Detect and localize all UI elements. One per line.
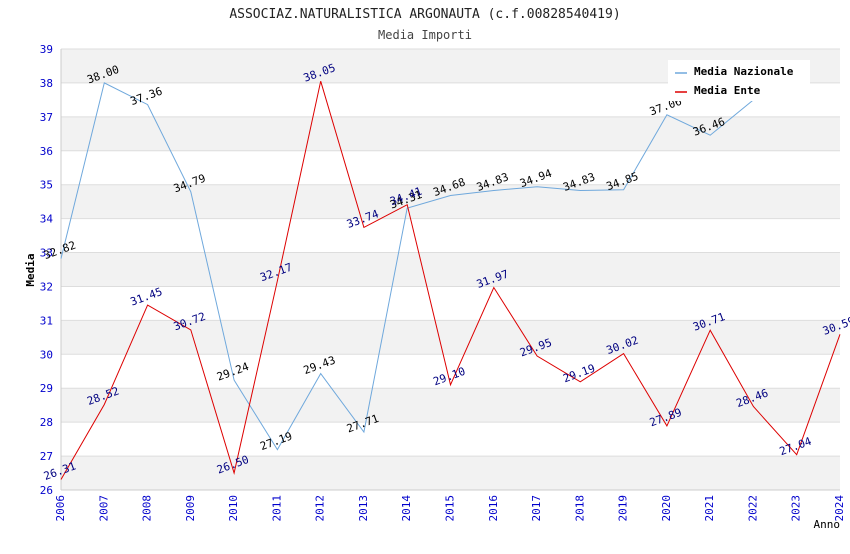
x-tick-label: 2024 xyxy=(833,495,846,522)
series-line-media-ente xyxy=(60,81,841,480)
data-point-media-nazionale xyxy=(319,372,322,375)
y-tick-label: 29 xyxy=(40,382,53,395)
data-point-media-nazionale xyxy=(449,194,452,197)
x-axis-label: Anno xyxy=(814,518,841,531)
y-tick-label: 33 xyxy=(40,247,53,260)
y-tick-label: 35 xyxy=(40,179,53,192)
y-tick-label: 37 xyxy=(40,111,53,124)
data-point-media-ente xyxy=(665,424,668,427)
x-tick-label: 2021 xyxy=(703,495,716,522)
data-point-media-ente xyxy=(795,453,798,456)
y-tick-label: 27 xyxy=(40,450,53,463)
x-tick-label: 2013 xyxy=(357,495,370,522)
chart-subtitle: Media Importi xyxy=(378,28,472,42)
y-tick-label: 39 xyxy=(40,43,53,56)
grid-band xyxy=(61,116,840,151)
data-point-media-nazionale xyxy=(276,448,279,451)
y-tick-label: 28 xyxy=(40,416,53,429)
axes xyxy=(60,49,840,491)
legend-label-media-ente: Media Ente xyxy=(694,84,761,97)
x-axis-ticks: 2006 2007 2008 2009 2010 2011 2012 2013 2014 2015… xyxy=(54,495,846,522)
grid-band xyxy=(61,388,840,423)
data-point-media-ente xyxy=(492,286,495,289)
data-point-media-ente xyxy=(319,80,322,83)
data-point-media-nazionale xyxy=(189,190,192,193)
x-tick-label: 2018 xyxy=(573,495,586,522)
data-point-media-ente xyxy=(60,478,63,481)
data-point-media-nazionale xyxy=(233,379,236,382)
data-point-media-nazionale xyxy=(146,103,149,106)
x-tick-label: 2008 xyxy=(141,495,154,522)
x-tick-label: 2010 xyxy=(227,495,240,522)
data-point-media-ente xyxy=(362,226,365,229)
legend: Media Nazionale Media Ente xyxy=(668,60,810,101)
data-point-media-nazionale xyxy=(60,257,63,260)
data-point-media-ente xyxy=(406,203,409,206)
data-point-media-ente xyxy=(709,329,712,332)
data-point-media-nazionale xyxy=(536,185,539,188)
grid-band xyxy=(61,320,840,355)
data-point-media-nazionale xyxy=(709,134,712,137)
legend-background xyxy=(668,60,810,101)
x-tick-label: 2020 xyxy=(660,495,673,522)
data-point-media-nazionale xyxy=(103,81,106,84)
data-point-media-nazionale xyxy=(492,189,495,192)
data-point-media-ente xyxy=(146,304,149,307)
data-point-media-ente xyxy=(103,403,106,406)
y-tick-label: 32 xyxy=(40,280,53,293)
legend-label-media-nazionale: Media Nazionale xyxy=(694,65,794,78)
x-tick-label: 2012 xyxy=(314,495,327,522)
x-tick-label: 2023 xyxy=(790,495,803,522)
y-tick-label: 34 xyxy=(40,213,54,226)
grid-band xyxy=(61,184,840,219)
x-tick-label: 2007 xyxy=(97,495,110,522)
x-tick-label: 2014 xyxy=(400,495,413,522)
x-tick-label: 2009 xyxy=(184,495,197,522)
x-tick-label: 2017 xyxy=(530,495,543,522)
chart-title: ASSOCIAZ.NATURALISTICA ARGONAUTA (c.f.00… xyxy=(229,7,620,22)
y-tick-label: 26 xyxy=(40,484,53,497)
data-point-media-nazionale xyxy=(362,430,365,433)
data-point-media-nazionale xyxy=(579,189,582,192)
y-tick-label: 31 xyxy=(40,314,53,327)
data-point-media-ente xyxy=(839,333,842,336)
x-tick-label: 2019 xyxy=(617,495,630,522)
data-point-media-nazionale xyxy=(622,188,625,191)
x-tick-label: 2015 xyxy=(444,495,457,522)
data-point-media-ente xyxy=(276,279,279,282)
y-tick-label: 38 xyxy=(40,77,53,90)
grid-band xyxy=(61,456,840,490)
x-tick-label: 2011 xyxy=(270,495,283,522)
grid-band xyxy=(61,252,840,287)
y-tick-label: 36 xyxy=(40,145,53,158)
data-point-media-ente xyxy=(752,405,755,408)
y-tick-label: 30 xyxy=(40,348,53,361)
data-point-media-ente xyxy=(579,380,582,383)
grid-bands xyxy=(61,49,840,490)
y-axis-label: Media xyxy=(24,253,37,286)
data-point-media-ente xyxy=(622,352,625,355)
data-point-media-ente xyxy=(189,328,192,331)
y-axis-ticks: 26 27 28 29 30 31 32 33 34 35 36 37 38 39 xyxy=(40,43,54,497)
data-point-media-ente xyxy=(233,472,236,475)
data-point-media-ente xyxy=(449,383,452,386)
data-point-media-nazionale xyxy=(665,113,668,116)
x-tick-label: 2022 xyxy=(746,495,759,522)
x-tick-label: 2016 xyxy=(487,495,500,522)
x-tick-label: 2006 xyxy=(54,495,67,522)
data-point-media-ente xyxy=(536,355,539,358)
series-line-media-nazionale xyxy=(60,82,754,451)
